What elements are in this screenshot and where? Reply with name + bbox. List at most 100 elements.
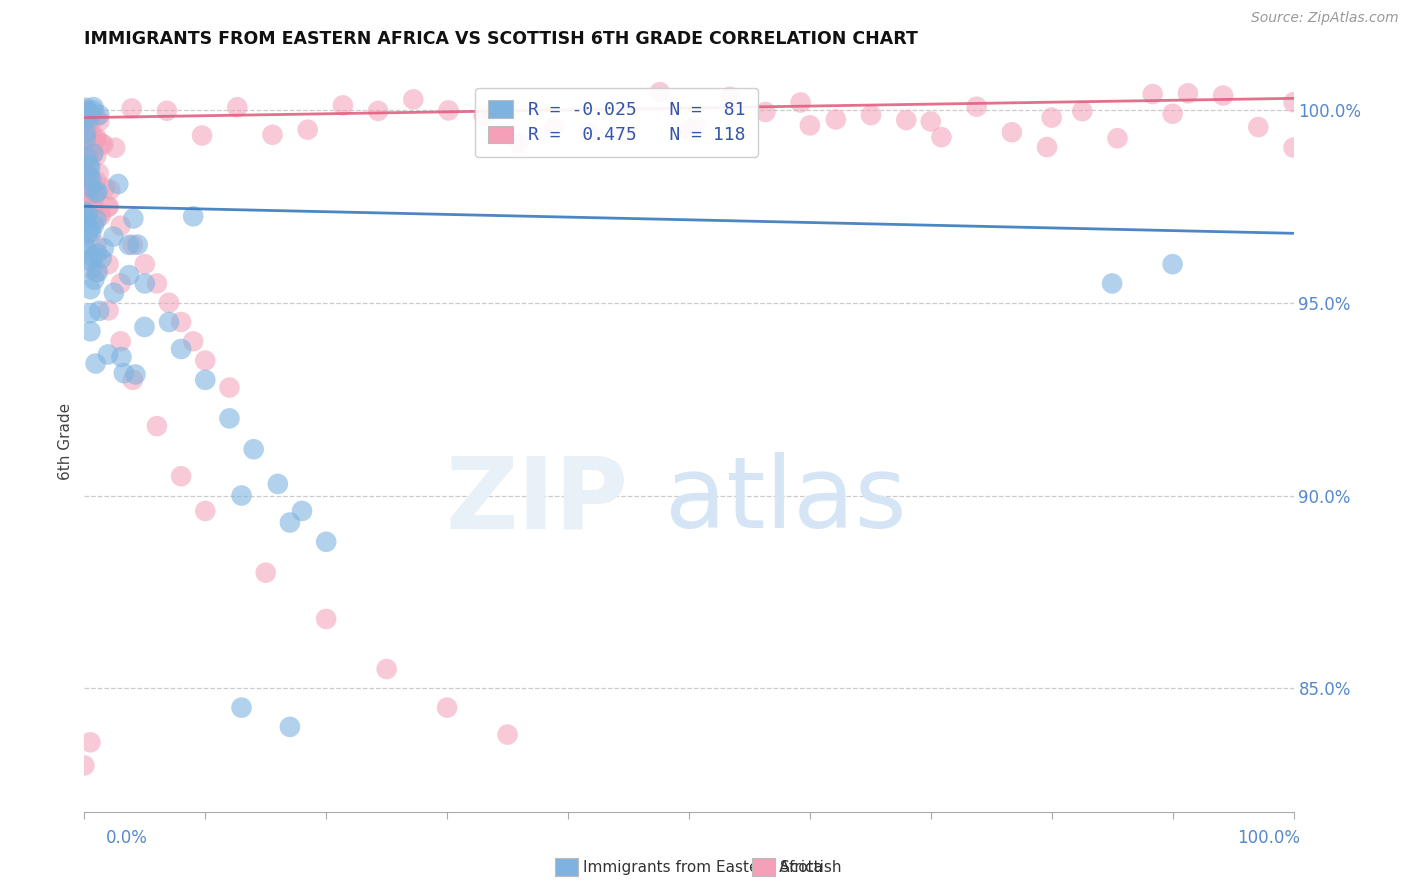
- Point: [79, 306, 101, 320]
- Point: [79, 324, 101, 338]
- Point: [896, 113, 918, 128]
- Point: [231, 700, 253, 714]
- Point: [367, 103, 389, 118]
- Point: [77, 107, 100, 121]
- Point: [278, 720, 301, 734]
- Point: [80, 226, 103, 240]
- Point: [87, 166, 110, 180]
- Point: [79, 282, 101, 296]
- Point: [75, 215, 97, 229]
- Point: [332, 98, 354, 112]
- Legend: R = -0.025   N =  81, R =  0.475   N = 118: R = -0.025 N = 81, R = 0.475 N = 118: [475, 87, 758, 157]
- Point: [1101, 277, 1123, 291]
- Point: [1177, 87, 1199, 101]
- Point: [76, 227, 98, 242]
- Point: [82, 199, 104, 213]
- Point: [931, 130, 953, 145]
- Point: [181, 210, 204, 224]
- Point: [146, 419, 169, 434]
- Point: [267, 477, 290, 491]
- Point: [648, 85, 671, 99]
- Point: [508, 136, 530, 150]
- Point: [75, 103, 97, 118]
- Point: [93, 241, 115, 255]
- Point: [1142, 87, 1164, 101]
- Point: [789, 95, 811, 110]
- Point: [86, 238, 108, 252]
- Point: [75, 107, 97, 121]
- Point: [77, 112, 100, 127]
- Text: IMMIGRANTS FROM EASTERN AFRICA VS SCOTTISH 6TH GRADE CORRELATION CHART: IMMIGRANTS FROM EASTERN AFRICA VS SCOTTI…: [84, 29, 918, 47]
- Point: [76, 109, 98, 123]
- Point: [75, 192, 97, 206]
- Point: [134, 277, 156, 291]
- Point: [194, 353, 217, 368]
- Text: Scottish: Scottish: [780, 860, 842, 874]
- Point: [118, 238, 141, 252]
- Point: [75, 101, 97, 115]
- Point: [79, 116, 101, 130]
- Point: [134, 320, 156, 334]
- Point: [110, 277, 132, 291]
- Point: [121, 373, 143, 387]
- Point: [297, 122, 319, 136]
- Point: [82, 250, 104, 264]
- Point: [291, 504, 314, 518]
- Point: [82, 146, 104, 161]
- Point: [79, 106, 101, 120]
- Point: [170, 342, 193, 356]
- Point: [146, 277, 169, 291]
- Point: [75, 137, 97, 152]
- Point: [134, 257, 156, 271]
- Point: [80, 173, 103, 187]
- Point: [76, 135, 98, 149]
- Point: [122, 211, 145, 226]
- Point: [1001, 125, 1024, 139]
- Point: [75, 210, 97, 224]
- Point: [89, 108, 111, 122]
- Point: [1161, 107, 1184, 121]
- Point: [83, 273, 105, 287]
- Point: [436, 700, 458, 714]
- Point: [97, 257, 120, 271]
- Point: [218, 380, 240, 394]
- Point: [76, 137, 98, 152]
- Point: [76, 152, 98, 166]
- Point: [402, 92, 425, 106]
- Point: [83, 218, 105, 232]
- Point: [315, 534, 337, 549]
- Point: [76, 171, 98, 186]
- Point: [86, 265, 108, 279]
- Point: [75, 150, 97, 164]
- Point: [76, 243, 98, 257]
- Point: [824, 112, 846, 127]
- Point: [1071, 104, 1094, 119]
- Point: [86, 212, 108, 227]
- Point: [76, 150, 98, 164]
- Text: Source: ZipAtlas.com: Source: ZipAtlas.com: [1251, 12, 1399, 25]
- Text: atlas: atlas: [665, 452, 907, 549]
- Point: [254, 566, 277, 580]
- Point: [110, 334, 132, 349]
- Point: [73, 170, 96, 185]
- Point: [613, 128, 636, 142]
- Point: [170, 469, 193, 483]
- Point: [98, 183, 121, 197]
- Point: [110, 219, 132, 233]
- Point: [157, 315, 180, 329]
- Point: [90, 209, 112, 223]
- Point: [82, 103, 104, 118]
- Text: ZIP: ZIP: [446, 452, 628, 549]
- Point: [118, 268, 141, 282]
- Point: [80, 201, 103, 215]
- Point: [79, 143, 101, 157]
- Point: [860, 108, 883, 122]
- Point: [194, 373, 217, 387]
- Point: [76, 110, 98, 124]
- Point: [73, 108, 96, 122]
- Point: [496, 728, 519, 742]
- Point: [84, 174, 107, 188]
- Point: [79, 161, 101, 175]
- Point: [75, 201, 97, 215]
- Point: [1247, 120, 1270, 134]
